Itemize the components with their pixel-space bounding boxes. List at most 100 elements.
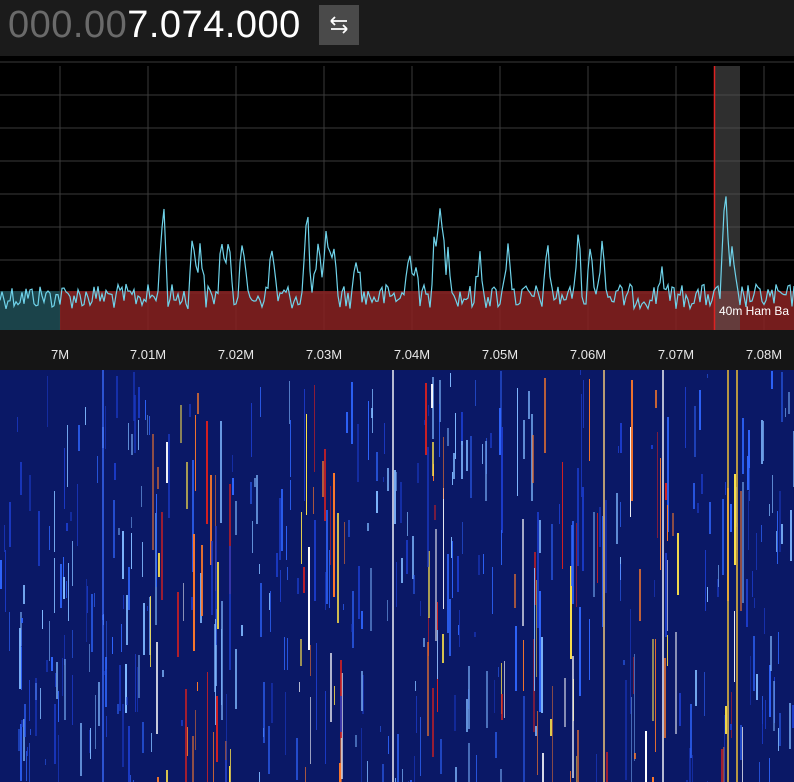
waterfall-streak: [677, 533, 679, 595]
waterfall-streak: [746, 579, 748, 627]
waterfall-streak: [87, 586, 88, 613]
waterfall-streak: [699, 390, 701, 430]
waterfall-streak: [707, 587, 708, 602]
waterfall-streak: [749, 459, 750, 501]
waterfall-streak: [551, 524, 553, 580]
waterfall-streak: [326, 510, 328, 604]
waterfall-streak: [550, 719, 552, 736]
waterfall-streak: [269, 593, 270, 610]
waterfall-streak: [478, 555, 480, 575]
waterfall-streak: [70, 512, 72, 521]
waterfall-streak: [89, 644, 90, 672]
waterfall-streak: [297, 578, 299, 594]
waterfall-streak: [67, 425, 68, 487]
waterfall-streak: [707, 374, 708, 378]
waterfall-streak: [263, 682, 265, 743]
waterfall-streak: [742, 727, 743, 782]
waterfall-streak: [324, 449, 326, 521]
waterfall-streak: [135, 654, 136, 712]
waterfall-streak: [665, 483, 667, 500]
waterfall-streak: [461, 412, 463, 445]
waterfall-streak: [23, 719, 25, 761]
waterfall-streak: [226, 694, 227, 780]
waterfall-streak: [90, 728, 91, 759]
waterfall-streak: [695, 670, 697, 706]
waterfall-streak: [281, 489, 283, 551]
waterfall-streak: [770, 636, 772, 671]
waterfall-streak: [704, 672, 705, 716]
waterfall-streak: [459, 610, 460, 647]
waterfall-streak: [618, 446, 619, 453]
waterfall-streak: [351, 624, 353, 632]
waterfall-streak: [474, 632, 476, 637]
waterfall-streak: [528, 391, 530, 419]
waterfall-streak: [440, 739, 442, 774]
waterfall-streak: [447, 428, 449, 446]
waterfall-streak: [260, 387, 261, 417]
waterfall-streak: [452, 541, 453, 598]
waterfall-streak: [211, 541, 213, 615]
waterfall-streak: [495, 732, 497, 758]
waterfall-streak: [137, 667, 138, 712]
waterfall-streak: [779, 491, 781, 552]
waterfall-streak: [310, 645, 311, 676]
waterfall-streak: [771, 371, 773, 389]
waterfall-streak: [121, 624, 122, 652]
waterfall-streak: [602, 516, 603, 627]
waterfall-streak: [23, 585, 25, 604]
waterfall-streak: [449, 599, 451, 656]
waterfall-streak: [434, 505, 436, 520]
waterfall-streak: [437, 630, 438, 679]
waterfall-streak: [690, 704, 692, 758]
waterfall-streak: [316, 643, 317, 730]
waterfall-streak: [367, 761, 368, 782]
waterfall-streak: [483, 554, 484, 574]
waterfall-streak: [742, 482, 744, 603]
waterfall-streak: [0, 560, 2, 589]
waterfall: [0, 370, 794, 782]
waterfall-streak: [46, 660, 48, 672]
axis-tick-label: 7.06M: [569, 347, 607, 362]
waterfall-streak: [748, 430, 750, 468]
waterfall-streak: [333, 473, 335, 597]
waterfall-streak: [330, 486, 331, 565]
spectrum[interactable]: 40m Ham Ba: [0, 56, 794, 330]
waterfall-streak: [499, 408, 501, 455]
waterfall-streak: [18, 729, 20, 751]
waterfall-streak: [54, 558, 55, 613]
waterfall-streak: [709, 502, 711, 534]
waterfall-streak: [131, 533, 132, 569]
waterfall-streak: [126, 697, 128, 705]
frequency-display[interactable]: 000.007.074.000: [8, 4, 301, 46]
waterfall-streak: [664, 658, 666, 738]
waterfall-streak: [68, 563, 69, 621]
waterfall-streak: [450, 373, 451, 387]
waterfall-streak: [112, 637, 113, 654]
waterfall-streak: [388, 736, 389, 754]
waterfall-streak: [251, 403, 252, 457]
waterfall-streak: [443, 437, 444, 499]
waterfall-streak: [287, 567, 288, 580]
waterfall-streak: [305, 767, 306, 782]
waterfall-streak: [781, 524, 783, 544]
waterfall-streak: [501, 530, 502, 565]
waterfall-streak: [697, 503, 699, 513]
waterfall-streak: [344, 522, 345, 564]
axis-tick-label: 7.08M: [745, 347, 783, 362]
swap-button[interactable]: [319, 5, 359, 45]
waterfall-streak: [91, 594, 93, 652]
waterfall-streak: [191, 597, 193, 610]
waterfall-streak: [259, 564, 260, 574]
waterfall-streak: [494, 680, 495, 713]
waterfall-streak: [468, 743, 470, 782]
waterfall-streak: [235, 501, 237, 535]
waterfall-streak: [152, 434, 154, 550]
waterfall-streak: [667, 505, 668, 541]
waterfall-streak: [361, 611, 363, 629]
waterfall-streak: [133, 780, 134, 782]
waterfall-streak: [633, 657, 634, 694]
waterfall-streak: [414, 756, 415, 782]
waterfall-streak: [593, 512, 595, 597]
waterfall-streak: [216, 609, 217, 686]
